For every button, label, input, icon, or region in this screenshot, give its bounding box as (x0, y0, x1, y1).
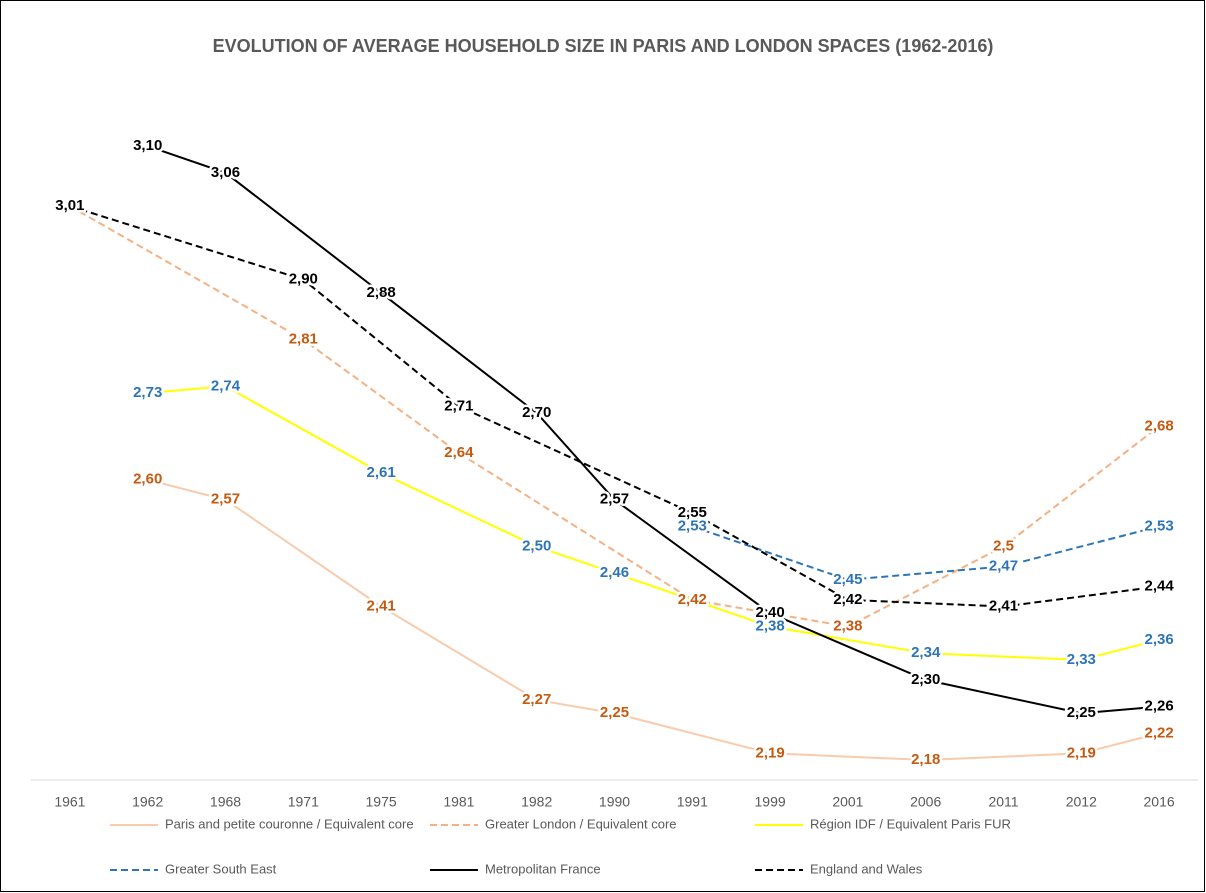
data-label: 2,45 (833, 571, 862, 588)
data-label: 2,50 (522, 537, 551, 554)
data-label: 2,53 (678, 517, 707, 534)
x-tick-label: 1982 (521, 794, 552, 810)
data-label: 2,70 (522, 404, 551, 421)
data-label: 2,36 (1144, 631, 1173, 648)
data-label: 2,38 (833, 617, 862, 634)
legend-label: Greater London / Equivalent core (485, 816, 677, 831)
data-label: 2,34 (911, 644, 941, 661)
series-line (147, 478, 1160, 761)
data-label: 2,64 (444, 444, 474, 461)
data-label: 2,25 (1067, 704, 1096, 721)
data-label: 2,74 (211, 377, 241, 394)
data-label: 2,30 (911, 671, 940, 688)
data-label: 2,18 (911, 751, 940, 768)
x-tick-label: 1981 (443, 794, 474, 810)
legend-label: Metropolitan France (485, 861, 601, 876)
data-label: 3,01 (55, 197, 84, 214)
data-label: 2,71 (444, 397, 473, 414)
data-label: 2,27 (522, 691, 551, 708)
legend-label: Greater South East (165, 861, 277, 876)
data-label: 3,10 (133, 137, 162, 154)
x-tick-label: 2006 (910, 794, 941, 810)
chart-title: EVOLUTION OF AVERAGE HOUSEHOLD SIZE IN P… (213, 36, 994, 56)
data-label: 2,41 (366, 597, 395, 614)
data-label: 2,46 (600, 564, 629, 581)
data-label: 2,5 (993, 537, 1014, 554)
data-label: 2,53 (1144, 517, 1173, 534)
data-label: 2,42 (833, 591, 862, 608)
data-label: 2,40 (755, 604, 784, 621)
data-label: 2,61 (366, 464, 395, 481)
data-label: 2,90 (289, 271, 318, 288)
data-label: 2,22 (1144, 724, 1173, 741)
x-tick-label: 1961 (54, 794, 85, 810)
series-line (69, 205, 1160, 608)
series-line (691, 525, 1160, 581)
data-label: 2,88 (366, 284, 395, 301)
data-label: 2,41 (989, 597, 1018, 614)
x-tick-label: 1999 (755, 794, 786, 810)
x-tick-label: 1971 (288, 794, 319, 810)
data-label: 2,19 (1067, 744, 1096, 761)
x-tick-label: 1968 (210, 794, 241, 810)
x-tick-label: 1990 (599, 794, 630, 810)
x-tick-label: 2001 (832, 794, 863, 810)
data-label: 2,73 (133, 384, 162, 401)
data-label: 2,26 (1144, 698, 1173, 715)
data-label: 2,68 (1144, 417, 1173, 434)
series-line (147, 385, 1160, 661)
data-label: 2,57 (600, 491, 629, 508)
data-label: 2,42 (678, 591, 707, 608)
x-tick-label: 1975 (366, 794, 397, 810)
x-tick-label: 1991 (677, 794, 708, 810)
data-label: 3,06 (211, 164, 240, 181)
data-label: 2,55 (678, 504, 707, 521)
data-label: 2,25 (600, 704, 629, 721)
x-tick-label: 2012 (1066, 794, 1097, 810)
legend-label: Région IDF / Equivalent Paris FUR (810, 816, 1011, 831)
x-tick-label: 2016 (1144, 794, 1175, 810)
x-tick-label: 1962 (132, 794, 163, 810)
legend-label: Paris and petite couronne / Equivalent c… (165, 816, 414, 831)
data-label: 2,57 (211, 491, 240, 508)
series-line (147, 145, 1160, 715)
data-label: 2,60 (133, 471, 162, 488)
data-label: 2,38 (755, 617, 784, 634)
data-label: 2,44 (1144, 577, 1174, 594)
x-tick-label: 2011 (988, 794, 1018, 810)
data-label: 2,81 (289, 331, 318, 348)
data-label: 2,47 (989, 557, 1018, 574)
data-label: 2,19 (755, 744, 784, 761)
data-label: 2,33 (1067, 651, 1096, 668)
legend-label: England and Wales (810, 861, 923, 876)
